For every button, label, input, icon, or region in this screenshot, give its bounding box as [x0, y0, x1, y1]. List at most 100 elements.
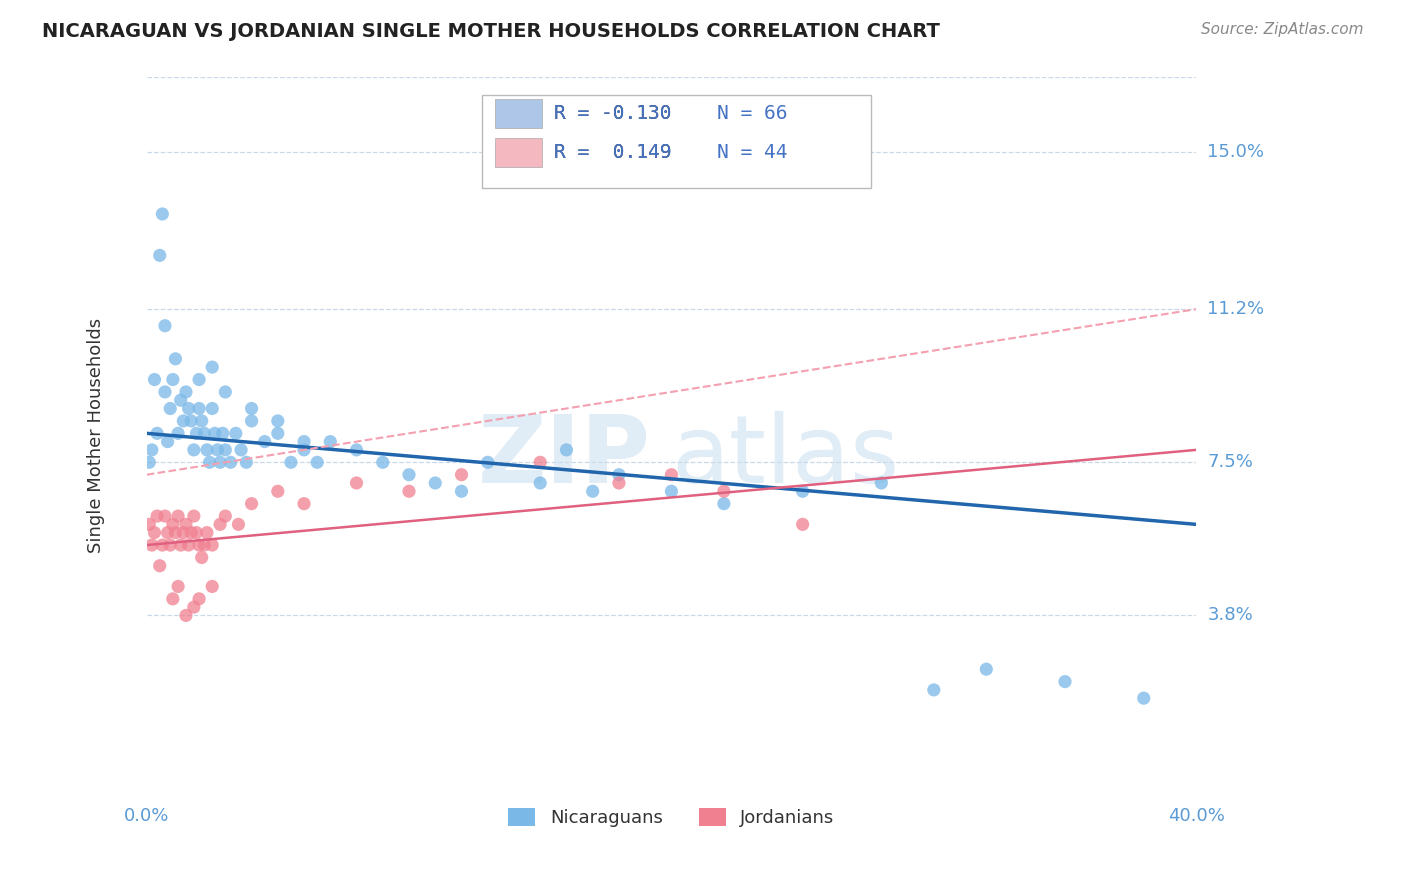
Point — [180, 525, 202, 540]
Point — [477, 455, 499, 469]
Text: 40.0%: 40.0% — [1168, 807, 1225, 825]
Point — [177, 401, 200, 416]
Point — [183, 600, 205, 615]
Legend: Nicaraguans, Jordanians: Nicaraguans, Jordanians — [501, 801, 842, 834]
Point — [267, 414, 290, 428]
Point — [150, 207, 173, 221]
Point — [174, 384, 197, 399]
Point — [974, 662, 997, 676]
Point — [922, 682, 945, 697]
Point — [146, 426, 169, 441]
Point — [149, 248, 172, 262]
Point — [225, 426, 247, 441]
Point — [240, 497, 263, 511]
Point — [319, 434, 342, 449]
Point — [177, 538, 200, 552]
Point — [214, 442, 236, 457]
Point — [165, 525, 187, 540]
Point — [180, 414, 202, 428]
Point — [156, 525, 179, 540]
Text: Single Mother Households: Single Mother Households — [87, 318, 105, 553]
Point — [149, 558, 172, 573]
Point — [240, 401, 263, 416]
Point — [153, 509, 176, 524]
Point — [186, 525, 208, 540]
Point — [607, 467, 630, 482]
Point — [159, 401, 181, 416]
Point — [143, 525, 166, 540]
Point — [201, 579, 224, 593]
Text: R = -0.130: R = -0.130 — [554, 103, 671, 123]
Point — [167, 579, 190, 593]
Point — [450, 467, 472, 482]
Point — [529, 455, 551, 469]
Point — [162, 591, 184, 606]
Point — [229, 442, 252, 457]
Point — [582, 484, 605, 499]
Point — [292, 497, 315, 511]
Point — [307, 455, 329, 469]
Point — [425, 475, 447, 490]
Text: 7.5%: 7.5% — [1208, 453, 1253, 471]
Point — [661, 467, 683, 482]
Point — [159, 538, 181, 552]
Point — [1132, 691, 1154, 706]
Point — [150, 538, 173, 552]
Point — [153, 318, 176, 333]
Point — [792, 484, 814, 499]
Point — [143, 372, 166, 386]
Point — [198, 455, 221, 469]
Point — [713, 484, 735, 499]
Point — [346, 475, 368, 490]
Text: ZIP: ZIP — [478, 411, 651, 503]
Point — [555, 442, 578, 457]
Point — [214, 384, 236, 399]
Point — [240, 414, 263, 428]
Point — [211, 426, 233, 441]
Point — [183, 509, 205, 524]
Point — [188, 591, 211, 606]
Point — [183, 442, 205, 457]
Text: N = 44: N = 44 — [717, 143, 787, 162]
Point — [172, 414, 194, 428]
Text: 3.8%: 3.8% — [1208, 607, 1253, 624]
Text: 0.0%: 0.0% — [124, 807, 169, 825]
Point — [153, 384, 176, 399]
Text: 15.0%: 15.0% — [1208, 143, 1264, 161]
Point — [186, 426, 208, 441]
Point — [398, 484, 420, 499]
Point — [713, 497, 735, 511]
Point — [607, 475, 630, 490]
Point — [138, 517, 160, 532]
Point — [529, 475, 551, 490]
Point — [204, 426, 226, 441]
Text: 11.2%: 11.2% — [1208, 301, 1264, 318]
Point — [195, 442, 218, 457]
Point — [172, 525, 194, 540]
Point — [219, 455, 242, 469]
Point — [162, 517, 184, 532]
Point — [174, 608, 197, 623]
Point — [1053, 674, 1076, 689]
Text: R =  0.149: R = 0.149 — [554, 143, 671, 162]
Point — [170, 393, 193, 408]
Point — [228, 517, 250, 532]
Point — [138, 455, 160, 469]
Point — [371, 455, 394, 469]
Point — [190, 550, 212, 565]
Point — [235, 455, 257, 469]
Point — [792, 517, 814, 532]
Point — [167, 426, 190, 441]
Point — [870, 475, 893, 490]
Point — [195, 525, 218, 540]
Text: R = -0.130: R = -0.130 — [554, 103, 671, 123]
FancyBboxPatch shape — [495, 99, 543, 128]
Point — [167, 509, 190, 524]
Point — [190, 414, 212, 428]
Point — [292, 442, 315, 457]
Point — [201, 538, 224, 552]
Text: R =  0.149: R = 0.149 — [554, 143, 671, 162]
Point — [165, 351, 187, 366]
Text: NICARAGUAN VS JORDANIAN SINGLE MOTHER HOUSEHOLDS CORRELATION CHART: NICARAGUAN VS JORDANIAN SINGLE MOTHER HO… — [42, 22, 941, 41]
Point — [346, 442, 368, 457]
